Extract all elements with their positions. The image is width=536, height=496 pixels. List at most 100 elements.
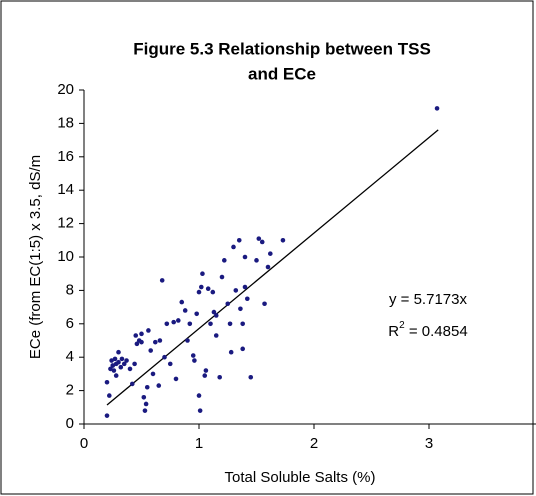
data-point [185, 338, 190, 343]
data-point [194, 311, 199, 317]
data-point [240, 346, 245, 352]
data-point [146, 328, 151, 333]
data-point [108, 366, 113, 372]
data-point [164, 321, 170, 327]
data-point [130, 381, 135, 387]
data-point [187, 321, 193, 327]
data-point [222, 258, 227, 263]
data-point [199, 284, 204, 290]
data-point [248, 374, 254, 380]
data-point [179, 299, 185, 305]
data-point [139, 331, 144, 337]
data-point [268, 251, 273, 256]
data-point [259, 239, 265, 245]
data-point [104, 379, 110, 385]
data-point [150, 371, 156, 377]
r2-sup: 2 [399, 320, 405, 331]
data-point [208, 321, 213, 327]
y-tick-label: 14 [57, 181, 74, 198]
y-tick-label: 4 [66, 348, 74, 365]
y-tick-label: 8 [66, 281, 74, 298]
chart-title: Figure 5.3 Relationship between TSS [133, 39, 431, 58]
y-tick-label: 20 [57, 81, 74, 98]
r-squared: R2 = 0.4854 [388, 320, 467, 340]
data-point [245, 296, 250, 302]
data-point [240, 321, 245, 327]
data-point [200, 271, 205, 277]
data-point [228, 349, 234, 355]
y-tick-label: 12 [57, 215, 74, 232]
data-point [210, 289, 216, 295]
data-point [159, 278, 165, 283]
data-point [173, 376, 179, 382]
data-point [171, 319, 176, 325]
y-tick-label: 18 [57, 114, 74, 131]
data-point [124, 358, 129, 363]
data-point [142, 408, 148, 413]
data-point [141, 394, 147, 400]
data-point [153, 339, 158, 345]
data-point [227, 321, 233, 327]
x-tick-label: 3 [425, 435, 433, 452]
chart-title: and ECe [248, 64, 316, 83]
data-point [144, 384, 150, 390]
data-point [121, 361, 127, 367]
data-point [197, 408, 203, 413]
data-point [254, 258, 259, 263]
data-point [112, 356, 118, 362]
data-point [219, 274, 225, 280]
x-tick-label: 1 [195, 435, 203, 452]
data-point [262, 301, 267, 307]
data-point [213, 333, 219, 338]
data-point [111, 368, 117, 373]
data-point [203, 368, 209, 373]
data-point [113, 373, 119, 378]
data-point [116, 349, 121, 355]
data-point [162, 354, 167, 360]
data-point [213, 313, 219, 318]
data-point [134, 341, 140, 347]
trendline [106, 129, 439, 406]
data-point [196, 393, 202, 398]
data-point [133, 333, 139, 338]
data-point [119, 356, 125, 362]
data-point [205, 286, 211, 292]
data-point [242, 284, 248, 290]
data-point [192, 358, 197, 363]
data-point [109, 358, 114, 363]
data-point [242, 254, 248, 260]
data-point [211, 309, 217, 315]
x-axis-label: Total Soluble Salts (%) [225, 469, 376, 486]
r2-rest: = 0.4854 [405, 323, 468, 340]
y-axis-label: ECe (from EC(1:5) x 3.5, dS/m [27, 155, 44, 359]
data-point [139, 339, 144, 345]
data-point [256, 236, 262, 241]
data-point [280, 238, 286, 243]
data-point [217, 374, 222, 380]
r2-base: R [388, 323, 399, 340]
y-tick-label: 6 [66, 315, 74, 332]
data-point [156, 383, 162, 388]
data-point [231, 244, 236, 250]
data-point [233, 288, 239, 293]
data-point [104, 413, 110, 418]
y-tick-label: 16 [57, 148, 74, 165]
data-point [190, 353, 196, 358]
data-point [176, 318, 181, 323]
data-point [196, 289, 202, 295]
data-point [148, 348, 153, 353]
data-point [107, 393, 112, 398]
y-tick-label: 10 [57, 248, 74, 265]
data-point [236, 238, 242, 243]
data-point [132, 361, 137, 367]
data-point [202, 373, 208, 378]
data-point [118, 364, 124, 370]
data-point [167, 361, 173, 367]
data-point [143, 401, 149, 407]
x-tick-label: 0 [80, 435, 88, 452]
equation: y = 5.7173x [389, 291, 467, 308]
y-tick-label: 2 [66, 382, 74, 399]
data-point [157, 338, 163, 343]
data-point [434, 106, 440, 111]
